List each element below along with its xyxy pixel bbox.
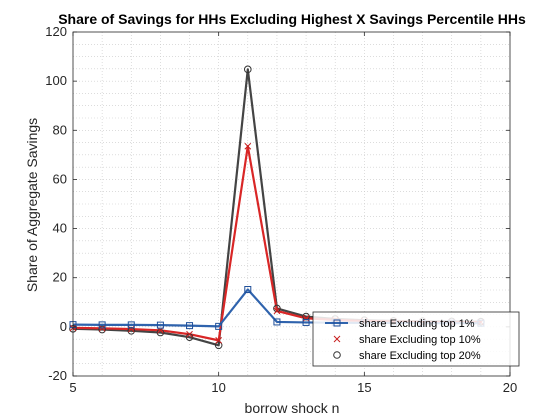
y-tick-label: 60 [53,171,67,186]
y-tick-label: 40 [53,221,67,236]
x-axis-label: borrow shock n [245,400,340,416]
data-point-0 [244,286,252,294]
data-point-1 [273,307,281,315]
data-point-1 [127,325,135,333]
data-point-0 [302,318,310,326]
y-axis-ticks: -20 0 20 40 60 80 100 120 [45,24,510,383]
data-point-0 [156,321,164,329]
legend-label-0: share Excluding top 1% [359,318,475,330]
chart-title: Share of Savings for HHs Excluding Highe… [58,11,526,27]
data-point-2 [214,341,223,350]
data-point-1-stroke-b [186,330,193,338]
data-point-1-stroke-b [273,307,281,315]
data-point-0 [273,318,281,326]
data-point-0 [127,321,135,329]
legend-marker-1 [333,335,341,343]
x-tick-label: 10 [211,380,225,395]
grid [73,32,510,376]
x-tick-label: 20 [503,380,517,395]
data-point-1 [302,314,310,322]
data-point-1-stroke-b [127,325,135,333]
y-axis-label: Share of Aggregate Savings [24,118,40,292]
y-tick-label: 100 [45,73,67,88]
data-point-0 [98,321,106,329]
data-point-1 [244,142,252,150]
data-point-2 [273,304,281,313]
x-axis-ticks: 5 10 15 20 [69,32,517,395]
y-tick-label: 120 [45,24,67,39]
data-point-1 [215,337,223,344]
y-tick-label: 80 [53,122,67,137]
x-tick-label: 5 [69,380,76,395]
legend-label-1: share Excluding top 10% [359,334,481,346]
y-tick-label: -20 [48,368,67,383]
legend-marker-2 [333,351,341,359]
legend-marker-1-stroke-b [333,335,341,343]
data-point-1-stroke-b [244,142,252,150]
legend-marker-0 [333,319,341,327]
y-tick-label: 20 [53,270,67,285]
legend-box [312,311,520,367]
legend-label-2: share Excluding top 20% [359,350,481,362]
data-point-1 [186,330,193,338]
plot-border [72,31,511,377]
data-point-1-stroke-b [215,337,223,344]
data-point-2 [244,65,252,74]
data-point-2 [98,325,106,334]
x-tick-label: 15 [357,380,371,395]
data-point-0 [186,322,194,330]
data-point-1-stroke-b [302,314,310,322]
data-point-2 [156,328,165,337]
legend: share Excluding top 1% share Excluding to… [312,311,520,367]
data-point-0 [215,322,223,330]
y-tick-label: 0 [60,319,67,334]
